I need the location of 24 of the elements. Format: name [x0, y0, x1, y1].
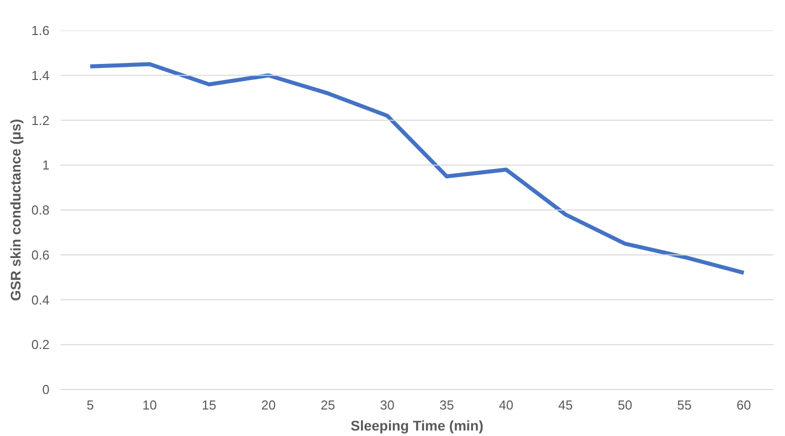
x-tick-label: 40: [498, 398, 514, 412]
x-tick-label: 5: [86, 398, 94, 412]
x-tick-label: 30: [380, 398, 395, 412]
x-tick-label: 35: [439, 398, 454, 412]
y-tick-label: 0.8: [31, 202, 50, 218]
y-tick-label: 1.2: [31, 112, 50, 128]
x-tick-label: 60: [736, 398, 752, 412]
x-tick-label: 45: [558, 398, 573, 412]
x-tick-label: 25: [320, 398, 336, 412]
y-tick-label: 0: [42, 382, 50, 397]
y-tick-label: 0.2: [31, 337, 50, 352]
y-tick-label: 1.6: [31, 23, 50, 38]
x-tick-label: 10: [142, 398, 157, 412]
y-axis-title: GSR skin conductance (μs): [7, 118, 24, 302]
x-tick-label: 15: [202, 398, 216, 412]
x-tick-label: 50: [618, 398, 632, 412]
y-tick-label: 0.6: [31, 247, 50, 262]
x-tick-label: 20: [261, 398, 276, 412]
x-axis-title: Sleeping Time (min): [350, 418, 484, 434]
line-series: [88, 62, 746, 275]
x-tick-label: 55: [677, 398, 692, 412]
y-tick-label: 1.4: [31, 68, 50, 83]
y-tick-label: 1: [42, 158, 50, 173]
y-tick-label: 0.4: [31, 292, 50, 308]
